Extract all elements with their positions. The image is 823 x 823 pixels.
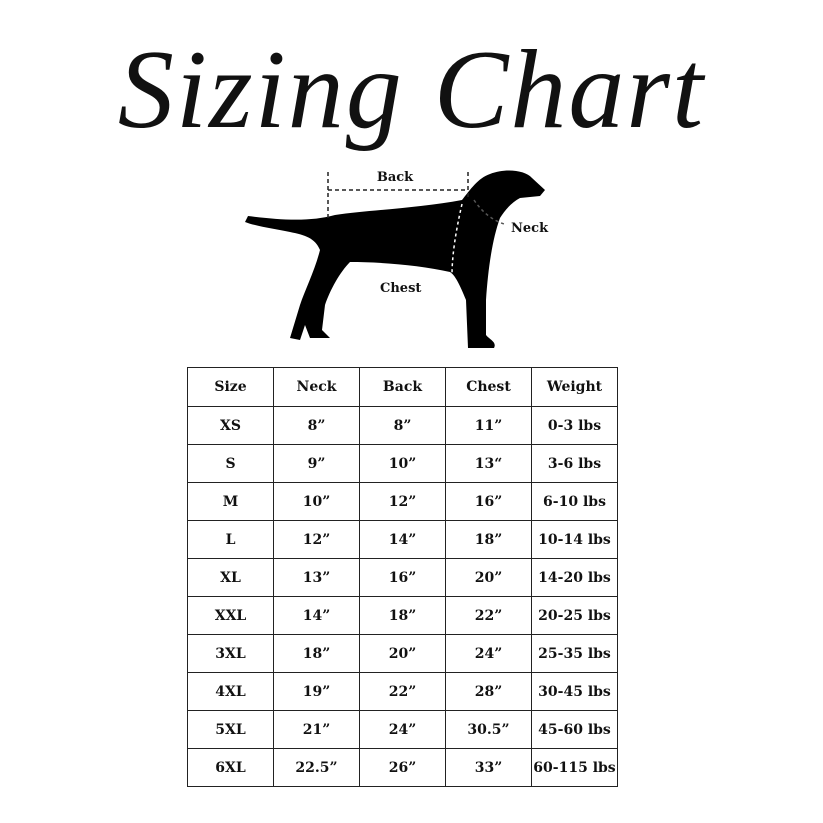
cell: 22” bbox=[359, 672, 446, 711]
cell: 14” bbox=[273, 596, 360, 635]
cell: S bbox=[187, 444, 274, 483]
cell: 6-10 lbs bbox=[531, 482, 618, 521]
cell: 12” bbox=[273, 520, 360, 559]
header-cell: Neck bbox=[273, 367, 360, 407]
cell: 20-25 lbs bbox=[531, 596, 618, 635]
cell: 13” bbox=[273, 558, 360, 597]
neck-measure bbox=[473, 199, 505, 225]
cell: 14” bbox=[359, 520, 446, 559]
cell: 22.5” bbox=[273, 748, 360, 787]
cell: 24” bbox=[359, 710, 446, 749]
row: M 10” 12” 16” 6-10 lbs bbox=[187, 482, 618, 521]
neck-label: Neck bbox=[511, 221, 549, 236]
cell: 9” bbox=[273, 444, 360, 483]
cell: 0-3 lbs bbox=[531, 406, 618, 445]
cell: 10-14 lbs bbox=[531, 520, 618, 559]
cell: 25-35 lbs bbox=[531, 634, 618, 673]
cell: 5XL bbox=[187, 710, 274, 749]
cell: 60-115 lbs bbox=[531, 748, 618, 787]
cell: 20” bbox=[359, 634, 446, 673]
chest-label: Chest bbox=[380, 281, 421, 296]
cell: XL bbox=[187, 558, 274, 597]
cell: 20” bbox=[445, 558, 532, 597]
cell: 18” bbox=[273, 634, 360, 673]
cell: 8” bbox=[359, 406, 446, 445]
cell: 10” bbox=[273, 482, 360, 521]
cell: XXL bbox=[187, 596, 274, 635]
cell: 16” bbox=[359, 558, 446, 597]
cell: 22” bbox=[445, 596, 532, 635]
header-row: Size Neck Back Chest Weight bbox=[187, 367, 618, 407]
cell: 28” bbox=[445, 672, 532, 711]
cell: L bbox=[187, 520, 274, 559]
row: XXL 14” 18” 22” 20-25 lbs bbox=[187, 596, 618, 635]
cell: 19” bbox=[273, 672, 360, 711]
cell: 11” bbox=[445, 406, 532, 445]
row: XL 13” 16” 20” 14-20 lbs bbox=[187, 558, 618, 597]
header-cell: Size bbox=[187, 367, 274, 407]
chest-measure bbox=[451, 203, 463, 276]
cell: 12” bbox=[359, 482, 446, 521]
cell: 45-60 lbs bbox=[531, 710, 618, 749]
row: 4XL 19” 22” 28” 30-45 lbs bbox=[187, 672, 618, 711]
row: XS 8” 8” 11” 0-3 lbs bbox=[187, 406, 618, 445]
header-cell: Chest bbox=[445, 367, 532, 407]
cell: 21” bbox=[273, 710, 360, 749]
row: S 9” 10” 13“ 3-6 lbs bbox=[187, 444, 618, 483]
cell: M bbox=[187, 482, 274, 521]
cell: 13“ bbox=[445, 444, 532, 483]
cell: 33” bbox=[445, 748, 532, 787]
cell: 18” bbox=[445, 520, 532, 559]
row: 5XL 21” 24” 30.5” 45-60 lbs bbox=[187, 710, 618, 749]
row: 6XL 22.5” 26” 33” 60-115 lbs bbox=[187, 748, 618, 787]
cell: XS bbox=[187, 406, 274, 445]
cell: 6XL bbox=[187, 748, 274, 787]
cell: 30-45 lbs bbox=[531, 672, 618, 711]
cell: 14-20 lbs bbox=[531, 558, 618, 597]
dog-silhouette bbox=[245, 170, 545, 348]
size-table: Size Neck Back Chest Weight XS 8” 8” 11” 0-3 lbs S… bbox=[187, 367, 618, 787]
row: L 12” 14” 18” 10-14 lbs bbox=[187, 520, 618, 559]
cell: 8” bbox=[273, 406, 360, 445]
cell: 4XL bbox=[187, 672, 274, 711]
title: Sizing Chart bbox=[117, 28, 706, 152]
cell: 26” bbox=[359, 748, 446, 787]
cell: 18” bbox=[359, 596, 446, 635]
cell: 10” bbox=[359, 444, 446, 483]
cell: 3XL bbox=[187, 634, 274, 673]
header-cell: Back bbox=[359, 367, 446, 407]
row: 3XL 18” 20” 24” 25-35 lbs bbox=[187, 634, 618, 673]
back-label: Back bbox=[377, 170, 414, 185]
cell: 24” bbox=[445, 634, 532, 673]
cell: 30.5” bbox=[445, 710, 532, 749]
cell: 3-6 lbs bbox=[531, 444, 618, 483]
cell: 16” bbox=[445, 482, 532, 521]
header-cell: Weight bbox=[531, 367, 618, 407]
